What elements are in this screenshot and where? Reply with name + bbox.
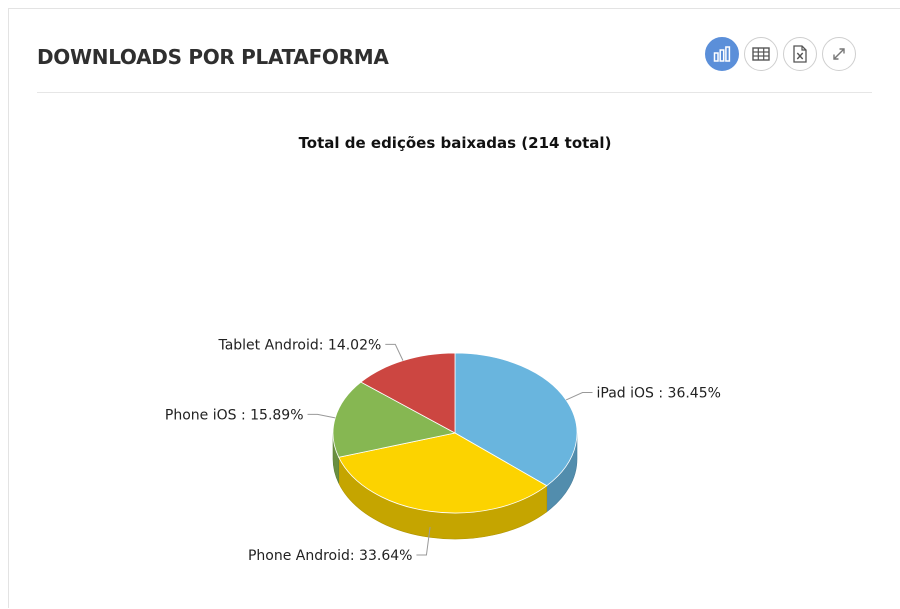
chart-view-button[interactable] (705, 37, 739, 71)
pie-slice[interactable] (332, 381, 457, 458)
table-view-button[interactable] (744, 37, 778, 71)
pie-slice[interactable] (454, 352, 578, 487)
pie-label-connector (385, 343, 404, 361)
pie-slice-label: Tablet Android: 14.02% (217, 337, 381, 353)
expand-button[interactable] (822, 37, 856, 71)
header-divider (37, 92, 872, 93)
panel-title: DOWNLOADS POR PLATAFORMA (37, 45, 389, 69)
downloads-panel: DOWNLOADS POR PLATAFORMA (8, 8, 900, 608)
bar-chart-icon (713, 46, 731, 62)
pie-slice[interactable] (360, 352, 456, 434)
export-excel-button[interactable] (783, 37, 817, 71)
table-icon (752, 47, 770, 61)
pie-slice-label: iPad iOS : 36.45% (597, 386, 721, 402)
pie-slice-label: Phone Android: 33.64% (248, 548, 413, 564)
expand-icon (832, 47, 846, 61)
pie-slice[interactable] (338, 432, 548, 514)
chart-title: Total de edições baixadas (214 total) (298, 134, 612, 152)
excel-file-icon (793, 45, 807, 63)
pie-label-connector (307, 413, 336, 419)
pie-slice-label: Phone iOS : 15.89% (165, 407, 304, 423)
pie-chart: iPad iOS : 36.45% Phone Android: 33.64% Ph… (165, 337, 721, 564)
pie-label-connector (565, 392, 593, 401)
panel-toolbar (705, 37, 856, 71)
pie-label-connector (416, 526, 431, 556)
